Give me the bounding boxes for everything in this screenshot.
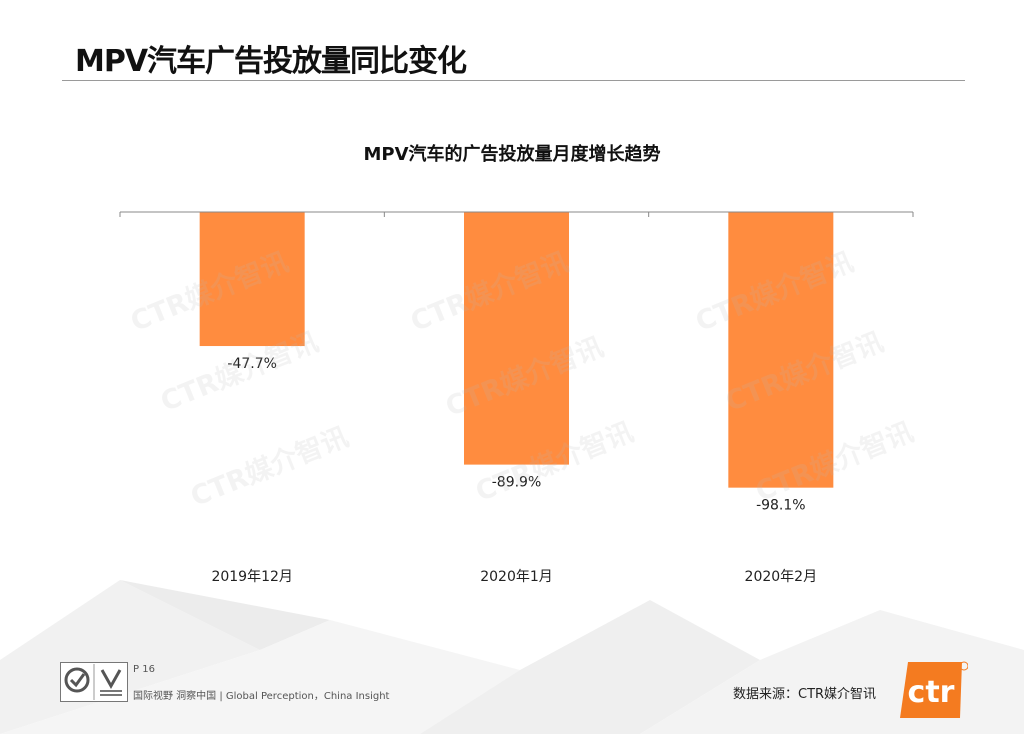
category-label: 2020年1月	[480, 569, 553, 585]
ctr-logo-icon: ctr	[900, 661, 968, 718]
page-number: P 16	[133, 664, 155, 675]
data-label: -47.7%	[227, 356, 277, 372]
category-label: 2019年12月	[211, 569, 292, 585]
data-label: -98.1%	[756, 498, 806, 514]
title-divider	[62, 80, 965, 81]
bar	[728, 212, 834, 488]
page-title: MPV汽车广告投放量同比变化	[75, 44, 467, 79]
data-label: -89.9%	[492, 475, 542, 491]
footer-slogan: 国际视野 洞察中国 | Global Perception，China Insi…	[133, 691, 390, 702]
bar	[199, 212, 305, 347]
certification-badge-icon	[60, 662, 128, 702]
bar	[464, 212, 569, 465]
chart-title: MPV汽车的广告投放量月度增长趋势	[363, 144, 661, 165]
data-source: 数据来源：CTR媒介智讯	[733, 687, 877, 702]
svg-text:ctr: ctr	[908, 675, 955, 710]
category-label: 2020年2月	[745, 569, 818, 585]
